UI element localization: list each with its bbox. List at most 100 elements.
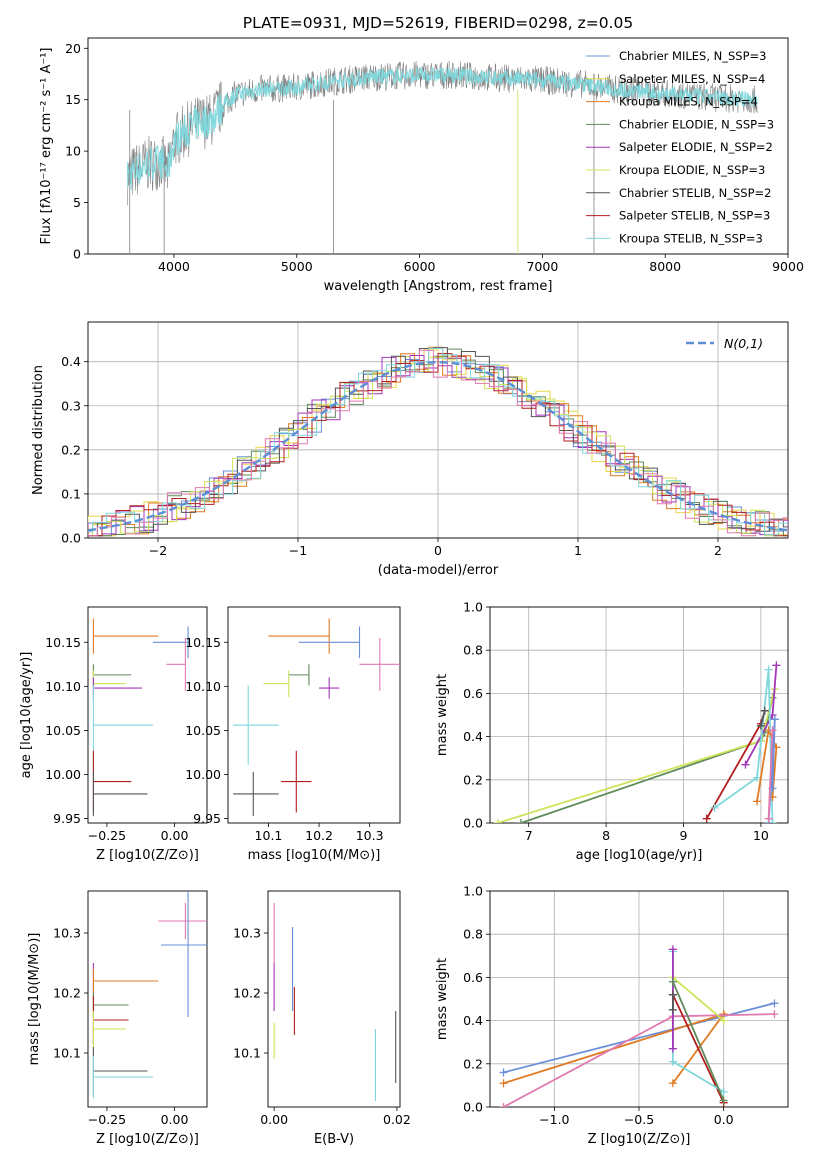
axes-frame	[87, 321, 789, 539]
y-tick-label: 10	[65, 144, 81, 159]
y-tick-label: 10.10	[185, 679, 221, 694]
errorbar-clip	[233, 618, 400, 816]
error-point	[233, 685, 279, 765]
y-axis-label: age [log10(age/yr)]	[19, 652, 34, 779]
y-tick-label: 10.1	[53, 1046, 81, 1061]
error-point	[92, 750, 132, 813]
y-tick-label: 0.2	[463, 772, 483, 787]
weight-clip	[499, 945, 779, 1107]
weight-marker	[753, 773, 762, 782]
histogram-series	[88, 353, 788, 537]
y-tick-label: 0.4	[463, 729, 483, 744]
axes-frame	[87, 606, 208, 824]
y-tick-label: 5	[73, 195, 81, 210]
axes-frame	[489, 890, 789, 1108]
legend: Chabrier MILES, N_SSP=3 Salpeter MILES, N…	[586, 49, 774, 245]
y-tick-label: 0.3	[61, 398, 81, 413]
x-axis-label: Z [log10(Z/Z⊙)]	[96, 1132, 199, 1147]
x-axis-label: age [log10(age/yr)]	[576, 848, 703, 863]
weight-marker	[770, 1010, 779, 1019]
x-tick-label: 10	[753, 828, 769, 843]
error-point	[92, 996, 129, 1044]
x-tick-label: 10.3	[356, 828, 384, 843]
x-tick-label: 0.00	[161, 828, 189, 843]
x-tick-label: 8	[602, 828, 610, 843]
weight-line	[767, 730, 774, 819]
weight-marker	[768, 726, 777, 735]
weight-marker	[499, 1103, 508, 1107]
weight-marker	[668, 1057, 677, 1066]
error-point	[92, 1056, 153, 1098]
y-axis-label: mass weight	[435, 674, 450, 756]
x-axis-label: mass [log10(M/M⊙)]	[248, 848, 381, 863]
x-tick-label: −2	[149, 543, 167, 558]
x-tick-label: 4000	[158, 259, 190, 274]
weight-marker	[499, 1079, 508, 1088]
legend-label: Kroupa MILES, N_SSP=4	[619, 95, 758, 109]
weight-marker	[760, 706, 769, 715]
error-point	[263, 670, 290, 697]
weight-marker	[493, 819, 502, 823]
x-tick-label: 1	[574, 543, 582, 558]
x-tick-label: 9	[680, 828, 688, 843]
y-tick-label: 20	[65, 41, 81, 56]
axes-frame	[87, 890, 208, 1108]
x-tick-label: 8000	[649, 259, 681, 274]
y-tick-label: 0.4	[61, 354, 81, 369]
y-tick-label: 0.8	[463, 643, 483, 658]
axes-frame	[227, 606, 401, 824]
histogram-series	[88, 347, 788, 536]
axes-frame	[267, 890, 401, 1108]
axes-frame	[489, 606, 789, 824]
x-tick-label: 10.1	[255, 828, 283, 843]
y-tick-label: 10.05	[45, 723, 81, 738]
weight-marker	[719, 1096, 728, 1105]
x-tick-label: 9000	[772, 259, 804, 274]
error-point	[92, 969, 159, 993]
x-tick-label: −0.25	[88, 1112, 126, 1127]
weight-marker	[772, 661, 781, 670]
x-tick-label: 0.00	[260, 1112, 288, 1127]
histogram-clip	[88, 346, 788, 537]
legend-label: Chabrier MILES, N_SSP=3	[619, 49, 766, 63]
y-tick-label: 10.05	[185, 723, 221, 738]
weight-marker	[770, 715, 779, 724]
weight-marker	[668, 1044, 677, 1053]
weight-marker	[768, 819, 777, 823]
weight-line	[705, 710, 766, 820]
error-point	[319, 677, 340, 699]
gaussian-curve	[88, 360, 788, 532]
legend-label: Chabrier STELIB, N_SSP=2	[619, 186, 771, 200]
error-point	[92, 664, 132, 686]
chart-title: PLATE=0931, MJD=52619, FIBERID=0298, z=0…	[243, 14, 633, 32]
x-tick-label: 2	[714, 543, 722, 558]
y-tick-label: 15	[65, 92, 81, 107]
x-tick-label: 0	[434, 543, 442, 558]
errorbar-clip	[92, 618, 189, 816]
errorbar-clip	[92, 891, 207, 1098]
errorbar-clip	[273, 903, 397, 1101]
weight-clip	[493, 661, 781, 823]
error-point	[161, 891, 207, 1017]
error-point	[268, 618, 330, 654]
y-tick-label: 9.95	[193, 811, 221, 826]
y-tick-label: 10.3	[53, 926, 81, 941]
y-tick-label: 10.15	[185, 635, 221, 650]
legend-label: Salpeter ELODIE, N_SSP=2	[619, 140, 773, 154]
weight-marker	[668, 945, 677, 954]
y-tick-label: 1.0	[463, 600, 483, 615]
weight-marker	[668, 1079, 677, 1088]
y-tick-label: 10.2	[233, 986, 261, 1001]
x-axis-label: (data-model)/error	[378, 563, 499, 578]
x-axis-label: Z [log10(Z/Z⊙)]	[96, 848, 199, 863]
age-vs-mass-panel: 10.1 10.2 10.3 9.95 10.00 10.05 10.10 10.15 mass…	[185, 606, 401, 863]
histogram-series	[88, 349, 788, 537]
spectrum-panel: 4000 5000 6000 7000 8000 9000 0 5 10 15 20 waveleng…	[39, 14, 804, 294]
x-axis-label: wavelength [Angstrom, rest frame]	[324, 279, 553, 294]
weight-marker	[702, 814, 711, 823]
weight-line	[713, 669, 774, 823]
error-point	[92, 771, 148, 816]
error-point	[92, 618, 159, 654]
y-tick-label: 0.8	[463, 927, 483, 942]
error-point	[359, 637, 400, 691]
